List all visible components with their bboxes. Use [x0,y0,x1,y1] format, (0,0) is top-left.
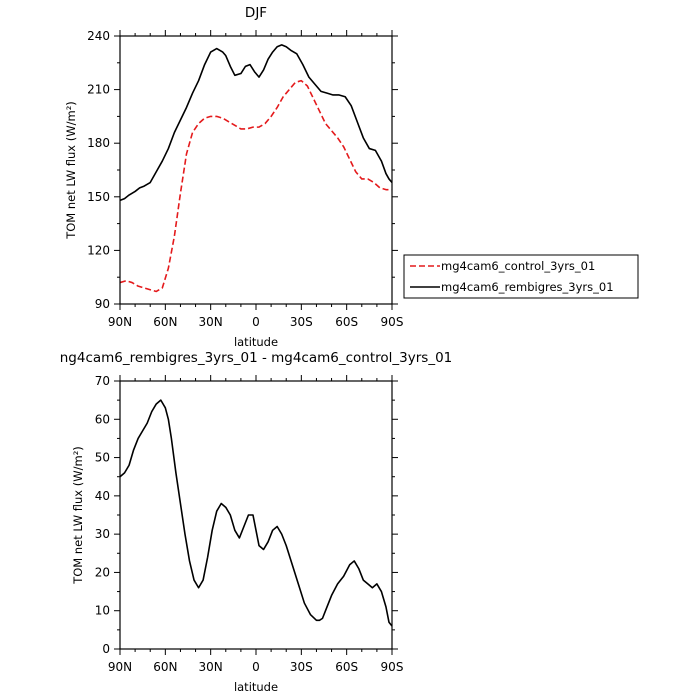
top-series-line-0 [119,79,392,293]
top-y-tick-label: 210 [87,83,110,97]
legend-label-control: mg4cam6_control_3yrs_01 [441,259,595,273]
top-y-tick-label: 240 [87,29,110,43]
bottom-x-tick-label: 90S [381,660,404,674]
top-y-tick-label: 180 [87,136,110,150]
top-y-tick-label: 90 [95,297,110,311]
top-x-axis-label: latitude [234,335,278,349]
bottom-y-tick-label: 10 [95,604,110,618]
top-x-tick-label: 60N [153,315,177,329]
bottom-y-tick-label: 50 [95,451,110,465]
bottom-x-tick-label: 90N [108,660,132,674]
bottom-x-tick-label: 30S [290,660,313,674]
bottom-x-tick-label: 60S [335,660,358,674]
bottom-chart-title: ng4cam6_rembigres_3yrs_01 - mg4cam6_cont… [60,350,453,366]
top-chart-series-group [119,44,393,293]
top-axis-ticks: 90N 60N 30N 0 30S 60S 90S 90 120 150 180 210 240 [87,29,403,329]
bottom-axis-ticks: 90N 60N 30N 0 30S 60S 90S 0 10 20 30 40 50 60 70 [95,374,404,674]
bottom-x-axis-label: latitude [234,680,278,694]
top-x-tick-label: 0 [252,315,260,329]
bottom-plot-frame [119,380,393,650]
top-x-tick-label: 90N [108,315,132,329]
top-y-axis-label: TOM net LW flux (W/m²) [64,101,78,240]
top-chart-title: DJF [245,5,267,21]
bottom-x-tick-label: 60N [153,660,177,674]
top-x-tick-label: 60S [335,315,358,329]
top-chart-panel: DJF 90N 60N 30N 0 30S 60S 90S 90 120 150 180 210 240… [64,5,403,349]
bottom-y-tick-label: 60 [95,412,110,426]
top-chart-legend: mg4cam6_control_3yrs_01 mg4cam6_rembigre… [403,254,639,299]
bottom-chart-panel: ng4cam6_rembigres_3yrs_01 - mg4cam6_cont… [60,350,453,694]
top-x-tick-label: 30S [290,315,313,329]
bottom-x-tick-label: 0 [252,660,260,674]
bottom-chart-series-group [119,399,393,627]
bottom-series-line-0 [119,399,393,627]
bottom-y-tick-label: 30 [95,527,110,541]
legend-box [403,254,639,299]
top-x-tick-label: 30N [199,315,223,329]
bottom-x-tick-label: 30N [199,660,223,674]
top-y-tick-label: 120 [87,243,110,257]
top-plot-frame [119,35,393,305]
legend-label-rembigres: mg4cam6_rembigres_3yrs_01 [441,280,614,294]
bottom-y-tick-label: 20 [95,565,110,579]
top-series-line-1 [119,44,393,202]
bottom-y-tick-label: 70 [95,374,110,388]
top-x-tick-label: 90S [381,315,404,329]
bottom-y-axis-label: TOM net LW flux (W/m²) [71,446,85,585]
bottom-y-tick-label: 40 [95,489,110,503]
bottom-y-tick-label: 0 [102,642,110,656]
top-y-tick-label: 150 [87,190,110,204]
